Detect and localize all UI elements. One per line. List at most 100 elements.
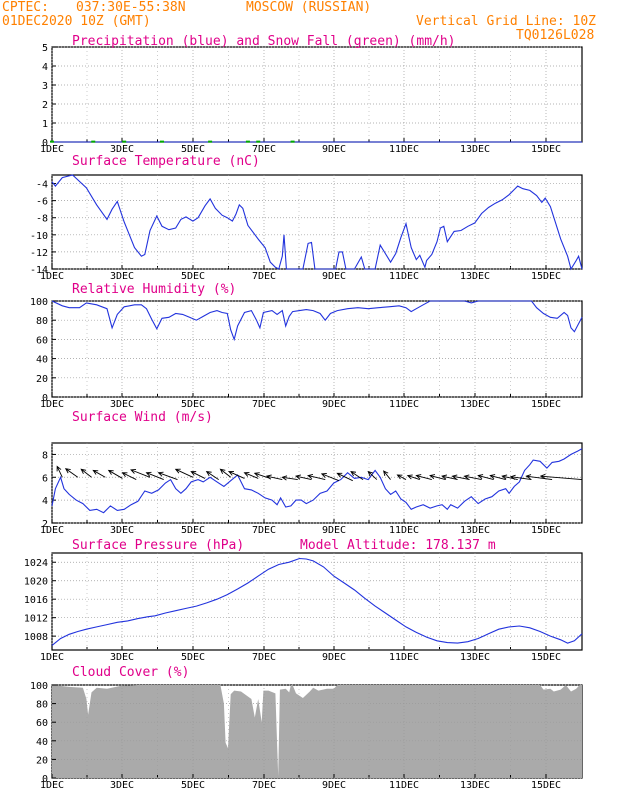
x-tick-label: 7DEC (252, 780, 276, 791)
y-tick-label: 8 (42, 450, 48, 461)
wind-arrow (441, 474, 458, 481)
x-tick-label: 15DEC (531, 652, 561, 663)
series-wind-speed (51, 448, 583, 514)
panel-1: 1DEC 3DEC 5DEC 7DEC 9DEC 11DEC 13DEC 15DEC 0 1 2 3 4… (40, 34, 583, 155)
plot-frame (51, 552, 583, 651)
wind-arrow (205, 470, 219, 480)
x-tick-label: 13DEC (460, 780, 490, 791)
panel-subtitle: Model Altitude: 178.137 m (300, 538, 496, 553)
y-tick-label: -8 (36, 214, 48, 225)
x-tick-label: 13DEC (460, 271, 490, 282)
header-run-time: 01DEC2020 10Z (GMT) (2, 14, 151, 29)
y-tick-label: -10 (30, 231, 48, 242)
panel-title: Cloud Cover (%) (72, 665, 189, 680)
wind-arrow (383, 470, 391, 480)
y-tick-label: 0 (42, 138, 48, 149)
panel-title: Surface Wind (m/s) (72, 410, 213, 425)
wind-arrow (174, 468, 194, 478)
wind-arrow (451, 474, 470, 481)
series-pressure (51, 557, 583, 646)
panel-2: 1DEC 3DEC 5DEC 7DEC 9DEC 11DEC 13DEC 15DEC -14 -1… (30, 154, 583, 282)
x-tick-label: 15DEC (531, 525, 561, 536)
x-tick-label: 9DEC (322, 399, 346, 410)
panel-4: 1DEC 3DEC 5DEC 7DEC 9DEC 11DEC 13DEC 15DEC 2 4 6 8 S… (40, 410, 583, 536)
y-tick-label: 4 (42, 62, 48, 73)
panel-title: Surface Temperature (nC) (72, 154, 260, 169)
wind-arrow (243, 471, 259, 479)
y-tick-label: 80 (36, 316, 48, 327)
x-tick-label: 15DEC (531, 271, 561, 282)
y-tick-label: 20 (36, 374, 48, 385)
wind-arrow (190, 471, 206, 479)
x-tick-label: 3DEC (110, 399, 134, 410)
y-tick-label: 5 (42, 43, 48, 54)
wind-arrow (429, 474, 446, 481)
x-tick-label: 3DEC (110, 144, 134, 155)
x-tick-label: 3DEC (110, 271, 134, 282)
x-tick-label: 5DEC (181, 144, 205, 155)
plot-frame (51, 300, 583, 398)
y-tick-label: 6 (42, 473, 48, 484)
x-tick-label: 13DEC (460, 144, 490, 155)
y-tick-label: 1020 (24, 577, 48, 588)
cloud-cover-area (52, 685, 582, 778)
x-tick-label: 11DEC (389, 144, 419, 155)
wind-arrow (501, 474, 518, 481)
y-tick-label: 4 (42, 496, 48, 507)
y-tick-label: 1016 (24, 595, 48, 606)
y-tick-label: -4 (36, 180, 48, 191)
y-tick-label: -12 (30, 248, 48, 259)
x-tick-label: 5DEC (181, 399, 205, 410)
wind-arrow (525, 474, 553, 481)
panel-title: Surface Pressure (hPa) (72, 538, 244, 553)
x-tick-label: 11DEC (389, 652, 419, 663)
x-tick-label: 15DEC (531, 399, 561, 410)
x-tick-label: 5DEC (181, 780, 205, 791)
y-tick-label: 40 (36, 737, 48, 748)
x-tick-label: 15DEC (531, 144, 561, 155)
wind-arrow (92, 469, 106, 478)
wind-arrow (56, 465, 63, 478)
wind-arrow (406, 474, 420, 480)
y-tick-label: 1008 (24, 632, 48, 643)
x-tick-label: 13DEC (460, 525, 490, 536)
y-tick-label: 2 (42, 519, 48, 530)
y-tick-label: 80 (36, 700, 48, 711)
y-tick-label: 2 (42, 100, 48, 111)
wind-arrow (489, 474, 506, 481)
x-tick-label: 9DEC (322, 525, 346, 536)
x-tick-label: 9DEC (322, 144, 346, 155)
wind-arrow (121, 472, 137, 480)
series-relative-humidity (51, 300, 583, 342)
y-tick-label: 40 (36, 355, 48, 366)
x-tick-label: 5DEC (181, 652, 205, 663)
header-coordinates: 037:30E-55:38N (76, 0, 186, 15)
wind-arrow (145, 471, 164, 480)
wind-arrow (130, 469, 151, 478)
x-tick-label: 13DEC (460, 399, 490, 410)
x-tick-label: 11DEC (389, 780, 419, 791)
wind-arrow (295, 474, 312, 481)
wind-arrow (265, 474, 283, 481)
x-tick-label: 5DEC (181, 271, 205, 282)
x-tick-label: 1DEC (40, 271, 64, 282)
panel-title: Precipitation (blue) and Snow Fall (gree… (72, 34, 456, 49)
y-tick-label: 0 (42, 774, 48, 785)
y-tick-label: 1024 (24, 558, 48, 569)
wind-arrow (80, 468, 92, 478)
y-tick-label: 60 (36, 335, 48, 346)
x-tick-label: 9DEC (322, 780, 346, 791)
x-tick-label: 7DEC (252, 525, 276, 536)
plot-frame (51, 174, 583, 270)
x-tick-label: 1DEC (40, 144, 64, 155)
wind-arrow (157, 471, 178, 480)
x-tick-label: 1DEC (40, 780, 64, 791)
y-tick-label: 20 (36, 755, 48, 766)
wind-arrow (281, 475, 298, 481)
y-tick-label: -6 (36, 197, 48, 208)
wind-arrow (367, 470, 378, 480)
x-tick-label: 9DEC (322, 271, 346, 282)
x-tick-label: 15DEC (531, 780, 561, 791)
x-tick-label: 11DEC (389, 399, 419, 410)
